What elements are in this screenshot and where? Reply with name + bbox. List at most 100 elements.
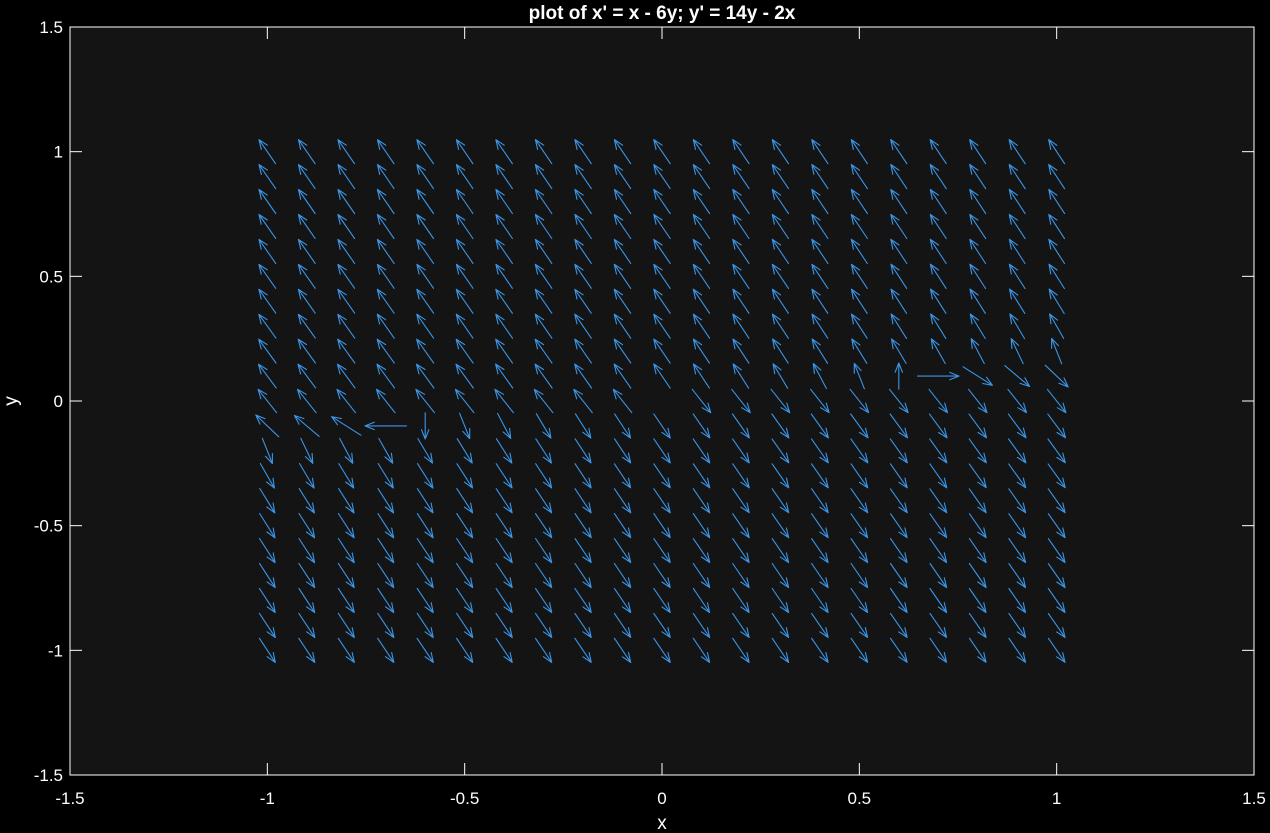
vector-arrow — [1047, 538, 1066, 564]
vector-arrow — [968, 587, 987, 614]
vector-arrow — [653, 413, 671, 439]
vector-arrow — [732, 637, 750, 663]
vector-arrow — [416, 537, 434, 564]
vector-arrow — [930, 313, 947, 339]
vector-arrow — [850, 562, 869, 589]
vector-arrow — [853, 362, 865, 390]
x-tick-label: -1 — [260, 789, 275, 808]
vector-arrow — [1008, 213, 1026, 240]
vector-arrow — [969, 139, 987, 165]
y-tick-label: 0 — [54, 392, 63, 411]
vector-arrow — [534, 164, 553, 190]
vector-arrow — [377, 587, 395, 614]
vector-arrow — [377, 488, 395, 514]
vector-arrow — [811, 513, 829, 539]
vector-arrow — [1008, 438, 1027, 464]
vector-arrow — [653, 238, 671, 264]
vector-arrow — [612, 388, 633, 414]
vector-arrow — [377, 463, 394, 489]
y-axis-label: y — [1, 396, 22, 406]
vector-arrow — [258, 263, 277, 289]
vector-arrow — [574, 637, 592, 663]
vector-arrow — [850, 238, 868, 265]
vector-arrow — [889, 513, 908, 539]
vector-arrow — [692, 213, 711, 240]
vector-arrow — [258, 139, 277, 165]
vector-arrow — [771, 263, 790, 289]
vector-arrow — [968, 488, 987, 514]
vector-arrow — [574, 263, 592, 289]
vector-arrow — [969, 313, 986, 339]
vector-arrow — [850, 587, 869, 614]
vector-arrow — [416, 637, 434, 663]
vector-arrow — [416, 164, 435, 190]
vector-arrow — [257, 388, 278, 414]
vector-arrow — [890, 238, 908, 265]
vector-arrow — [967, 388, 988, 414]
vector-arrow — [417, 438, 434, 464]
vector-arrow — [456, 513, 474, 539]
vector-arrow — [811, 313, 829, 339]
vector-arrow — [692, 139, 711, 165]
vector-arrow — [535, 413, 552, 439]
vector-arrow — [653, 338, 671, 364]
vector-arrow — [535, 488, 553, 514]
vector-arrow — [916, 371, 960, 381]
vector-arrow — [337, 587, 355, 614]
vector-arrow — [416, 562, 434, 589]
vector-arrow — [811, 213, 829, 240]
vector-arrow — [416, 188, 435, 215]
vector-arrow — [929, 263, 947, 289]
vector-arrow — [850, 163, 868, 190]
vector-arrow — [810, 438, 829, 464]
vector-arrow — [377, 612, 395, 639]
vector-arrow — [258, 537, 276, 564]
vector-arrow — [495, 164, 513, 190]
vector-arrow — [574, 538, 592, 564]
vector-arrow — [732, 438, 750, 464]
vector-arrow — [692, 238, 711, 264]
vector-arrow — [258, 612, 276, 639]
vector-arrow — [534, 188, 553, 215]
vector-arrow — [1007, 388, 1028, 414]
vector-arrow — [850, 637, 869, 663]
vector-arrow — [415, 388, 436, 414]
vector-arrow — [298, 612, 316, 639]
vector-arrow — [929, 612, 948, 638]
vector-arrow — [732, 263, 750, 289]
vector-arrow — [1008, 463, 1027, 489]
vector-arrow — [258, 587, 276, 614]
vector-arrow — [1008, 563, 1027, 589]
vector-arrow — [850, 313, 868, 339]
vector-arrow — [298, 537, 316, 564]
vector-arrow — [968, 562, 987, 589]
vector-arrow — [850, 288, 868, 314]
vector-arrow — [850, 263, 868, 289]
vector-arrow — [534, 313, 553, 339]
vector-arrow — [692, 538, 711, 564]
vector-arrow — [259, 512, 276, 539]
vector-arrow — [535, 438, 552, 464]
vector-arrow — [497, 412, 512, 439]
vector-arrow — [296, 388, 317, 414]
vector-arrow — [495, 213, 513, 240]
vector-arrow — [338, 488, 355, 514]
vector-arrow — [929, 438, 948, 464]
vector-arrow — [297, 363, 317, 389]
vector-arrow — [574, 188, 592, 215]
vector-arrow — [416, 313, 435, 339]
vector-arrow — [732, 363, 750, 389]
vector-arrow — [534, 637, 553, 663]
vector-arrow — [692, 164, 711, 190]
vector-arrow — [337, 238, 356, 264]
vector-arrow — [1048, 139, 1066, 165]
vector-arrow — [692, 637, 711, 663]
vector-arrow — [771, 637, 790, 663]
vector-arrow — [297, 313, 316, 339]
vector-arrow — [850, 612, 869, 638]
vector-arrow — [613, 612, 632, 638]
vector-arrow — [889, 413, 909, 439]
vector-arrow — [1049, 313, 1065, 340]
vector-arrow — [416, 513, 434, 539]
vector-arrow — [495, 587, 513, 614]
